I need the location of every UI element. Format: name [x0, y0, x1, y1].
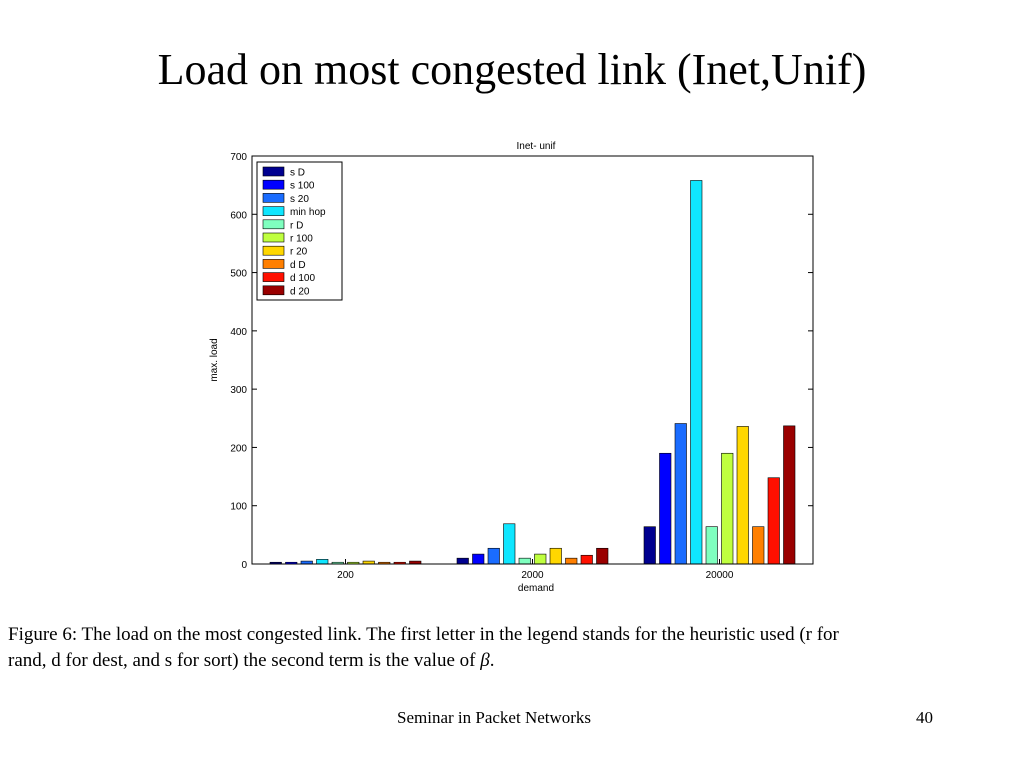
legend-label: s D: [290, 168, 305, 179]
y-tick-label: 100: [230, 502, 247, 513]
bar: [456, 557, 469, 565]
legend-swatch: [262, 259, 285, 269]
x-axis-label: demand: [518, 583, 554, 594]
bar: [659, 452, 672, 565]
bar: [643, 526, 656, 565]
x-tick-label: 2000: [521, 570, 544, 581]
legend-label: d 20: [290, 286, 310, 297]
axes-and-ticks: 0 100 200 300 400 500 600 700 200 2000 20000: [230, 152, 813, 581]
bar: [472, 553, 485, 565]
bar: [783, 425, 796, 565]
bar: [596, 547, 609, 565]
legend-swatch: [262, 179, 285, 190]
y-tick-label: 400: [230, 327, 247, 338]
legend-label: r 20: [290, 247, 308, 258]
beta-symbol: β: [480, 650, 490, 671]
y-tick-label: 500: [230, 269, 247, 280]
y-tick-label: 700: [230, 152, 247, 163]
bar-chart: Inet- unif 0 100 200 300 400 500 600 700 200 2000…: [209, 141, 814, 594]
bar: [674, 423, 687, 565]
slide-title: Load on most congested link (Inet,Unif): [157, 45, 867, 94]
bar: [705, 526, 718, 565]
bar: [580, 554, 593, 565]
y-tick-label: 300: [230, 385, 247, 396]
caption-line-2: rand, d for dest, and s for sort) the se…: [8, 648, 1024, 674]
legend-label: d 100: [290, 273, 315, 284]
bar: [534, 553, 547, 565]
legend-swatch: [262, 272, 285, 282]
caption-line-2-end: .: [489, 650, 495, 671]
x-tick-label: 200: [337, 570, 354, 581]
bar: [767, 477, 780, 565]
bar: [549, 547, 562, 565]
legend-label: r D: [290, 220, 303, 231]
legend-swatch: [262, 206, 285, 216]
legend-swatch: [262, 232, 285, 243]
legend: s D s 100 s 20 min hop r D r 100 r 20 d D d 100 d…: [256, 161, 343, 301]
legend-swatch: [262, 245, 285, 256]
legend-swatch: [262, 193, 285, 203]
legend-label: min hop: [290, 207, 326, 218]
y-tick-label: 200: [230, 443, 247, 454]
chart-title: Inet- unif: [517, 141, 556, 152]
bar: [316, 559, 329, 565]
bar: [503, 523, 516, 565]
caption-line-1: Figure 6: The load on the most congested…: [8, 624, 839, 645]
x-tick-label: 20000: [706, 570, 734, 581]
legend-label: s 100: [290, 181, 315, 192]
bar: [736, 426, 749, 565]
bar: [565, 557, 578, 565]
legend-swatch: [262, 219, 285, 230]
plot-frame: [251, 155, 814, 565]
caption-line-2-text: rand, d for dest, and s for sort) the se…: [8, 650, 481, 671]
footer-text: Seminar in Packet Networks: [397, 708, 592, 727]
y-tick-label: 600: [230, 210, 247, 221]
y-tick-label: 0: [241, 560, 247, 571]
bar: [690, 180, 703, 565]
legend-label: r 100: [290, 234, 313, 245]
bars: [269, 180, 796, 565]
figure-caption: Figure 6: The load on the most congested…: [8, 622, 1024, 674]
bar: [518, 557, 531, 565]
bar: [721, 452, 734, 565]
bar: [487, 547, 500, 565]
page-number: 40: [916, 708, 933, 727]
legend-label: s 20: [290, 194, 309, 205]
y-axis-label: max. load: [209, 338, 220, 381]
legend-swatch: [262, 166, 285, 177]
bar: [752, 526, 765, 565]
legend-label: d D: [290, 260, 306, 271]
legend-swatch: [262, 285, 285, 296]
